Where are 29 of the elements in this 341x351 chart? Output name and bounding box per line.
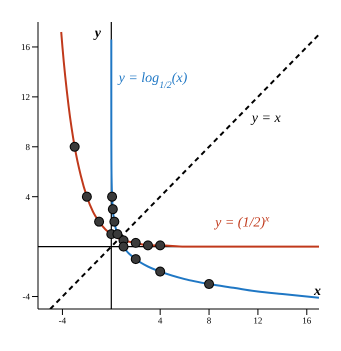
point — [94, 216, 104, 227]
point — [130, 254, 141, 264]
point — [155, 266, 166, 277]
point — [70, 142, 80, 152]
series-label: y = log$_{1/2}$(x) — [116, 70, 188, 90]
x-tick-label: -4 — [58, 315, 67, 326]
series-label: y = x — [250, 110, 282, 126]
y-axis-title: y — [92, 26, 102, 41]
y-tick-label: 12 — [21, 92, 30, 102]
point — [109, 216, 120, 227]
point — [130, 238, 141, 248]
point — [108, 204, 118, 214]
x-axis-title: x — [313, 284, 321, 299]
x-tick-label: 8 — [206, 315, 212, 326]
y-tick-label: 16 — [21, 42, 30, 52]
x-tick-label: 4 — [158, 315, 163, 326]
x-tick-label: 12 — [253, 315, 262, 326]
point — [142, 240, 153, 250]
y-tick-label: 8 — [26, 142, 30, 152]
point — [82, 192, 92, 202]
point — [118, 242, 129, 252]
point — [155, 240, 166, 250]
point — [112, 229, 122, 240]
series-label: y = (1/2)$^{x}$ — [213, 213, 270, 231]
y-tick-label: 4 — [26, 192, 30, 202]
point — [107, 192, 118, 202]
point — [204, 279, 214, 290]
x-tick-label: 16 — [302, 315, 312, 326]
y-tick-label: -4 — [22, 292, 30, 302]
